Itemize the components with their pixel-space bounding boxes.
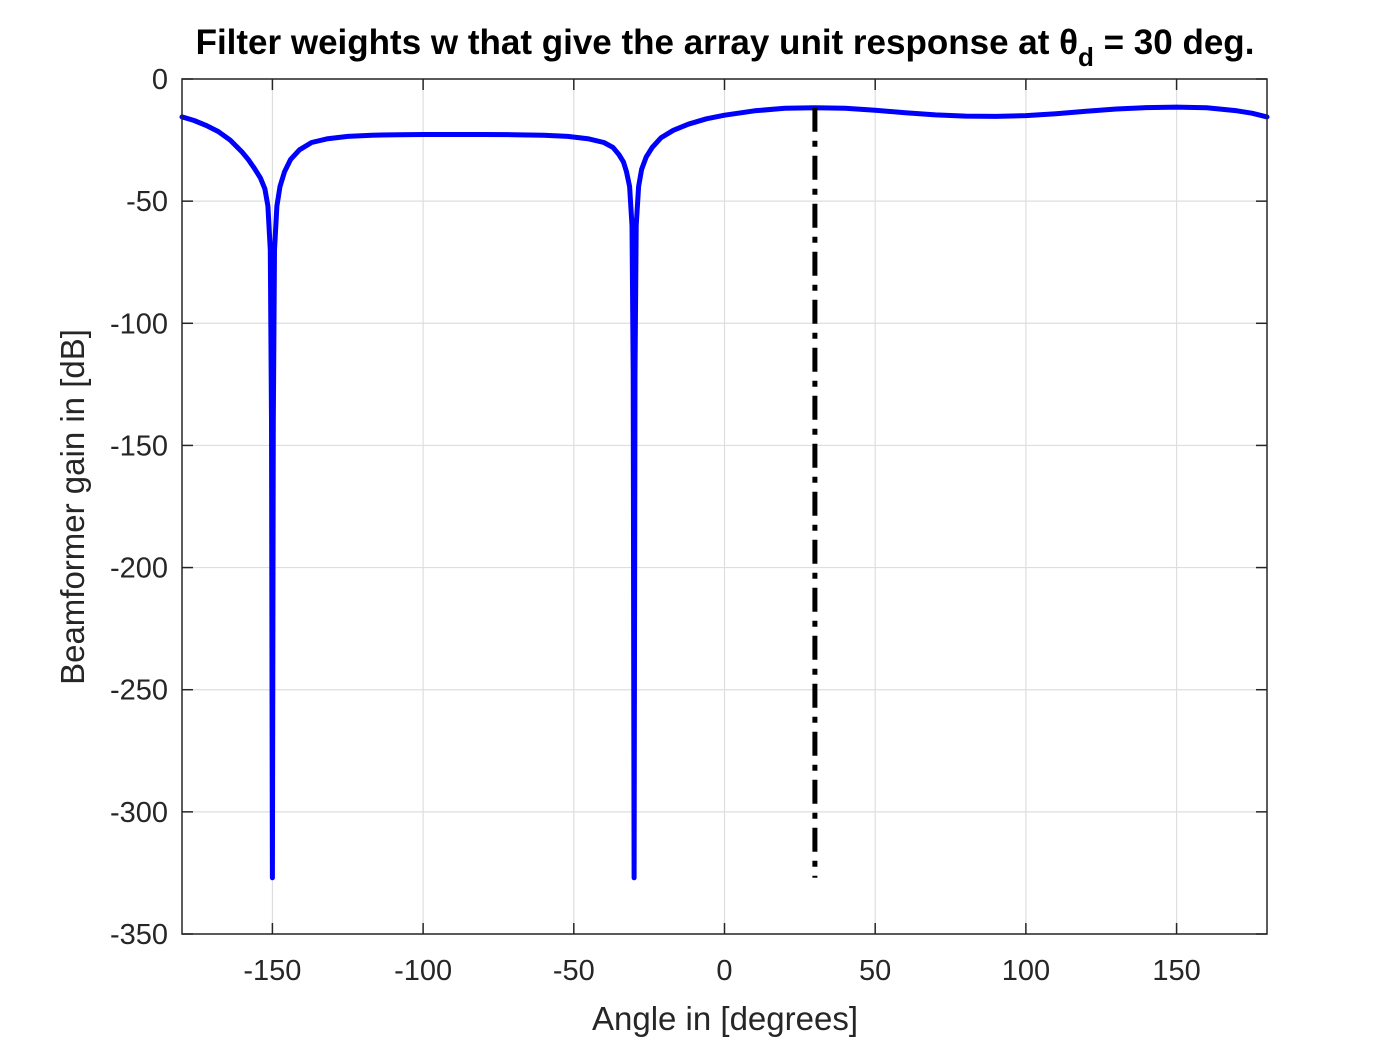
y-tick-label: -300 — [110, 797, 168, 829]
beamformer-gain-line — [179, 104, 1270, 881]
x-axis-label: Angle in [degrees] — [592, 1000, 858, 1037]
y-tick-label: -50 — [126, 186, 168, 218]
y-axis-label: Beamformer gain in [dB] — [54, 329, 91, 685]
x-tick-label: -50 — [553, 955, 595, 987]
y-tick-label: -100 — [110, 308, 168, 340]
x-tick-label: 100 — [1002, 955, 1050, 987]
y-tick-label: -350 — [110, 919, 168, 951]
x-tick-label: 50 — [859, 955, 891, 987]
series-layer — [179, 104, 1270, 881]
y-tick-label: -250 — [110, 675, 168, 707]
x-tick-label: 0 — [716, 955, 732, 987]
chart-title: Filter weights w that give the array uni… — [196, 23, 1255, 72]
title-subscript: d — [1078, 42, 1094, 72]
title-suffix: = 30 deg. — [1094, 23, 1255, 62]
y-tick-label: 0 — [152, 64, 168, 96]
y-tick-label: -200 — [110, 553, 168, 585]
tick-marks — [182, 78, 1267, 935]
x-tick-label: -150 — [243, 955, 301, 987]
x-tick-label: -100 — [394, 955, 452, 987]
x-tick-label: 150 — [1152, 955, 1200, 987]
tick-labels: -150 -100 -50 0 50 100 150 0 -50 -100 -150 -200 -250… — [110, 64, 1201, 987]
y-tick-label: -150 — [110, 430, 168, 462]
title-main: Filter weights w that give the array uni… — [196, 23, 1078, 62]
grid — [182, 78, 1267, 935]
